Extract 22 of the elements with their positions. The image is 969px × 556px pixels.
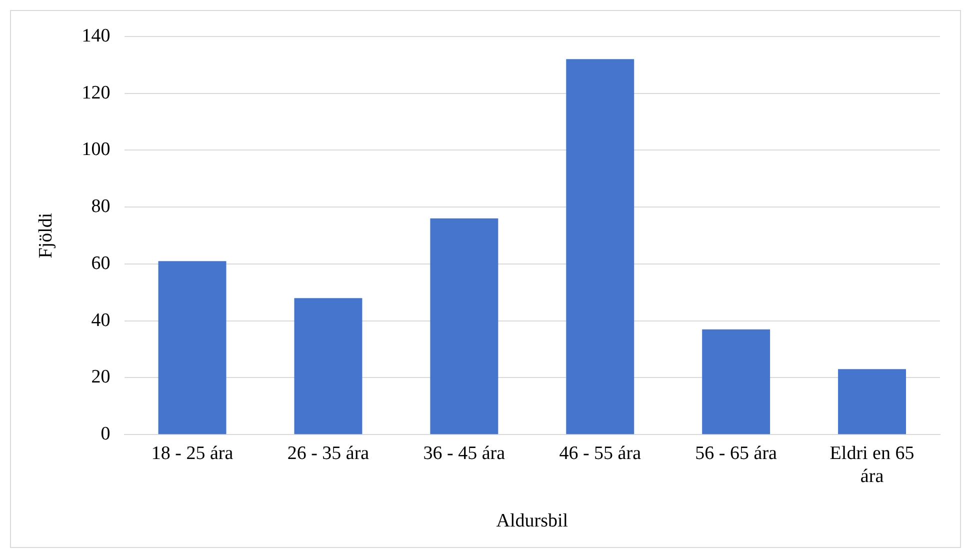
x-tick-label: Eldri en 65 ára: [830, 442, 914, 487]
bar: [702, 329, 770, 434]
y-tick-label: 80: [91, 196, 110, 218]
y-tick-label: 100: [82, 139, 110, 160]
x-tick-label: 36 - 45 ára: [423, 442, 506, 464]
y-tick-label: 0: [100, 424, 110, 445]
bar: [838, 369, 906, 434]
bar: [430, 218, 498, 434]
x-axis-title: Aldursbil: [496, 510, 568, 532]
y-tick-label: 120: [82, 82, 110, 104]
x-tick-label: 56 - 65 ára: [695, 442, 778, 464]
x-tick-label: 46 - 55 ára: [559, 442, 642, 464]
y-tick-label: 40: [91, 310, 110, 331]
bar: [566, 59, 634, 434]
y-tick-label: 20: [91, 366, 110, 388]
y-axis-title: Fjöldi: [35, 212, 56, 258]
y-tick-label: 140: [82, 25, 110, 46]
x-tick-label: 18 - 25 ára: [151, 442, 234, 464]
bar: [158, 261, 226, 434]
x-tick-label: 26 - 35 ára: [287, 442, 370, 464]
bar: [294, 298, 362, 434]
y-tick-label: 60: [91, 252, 110, 274]
